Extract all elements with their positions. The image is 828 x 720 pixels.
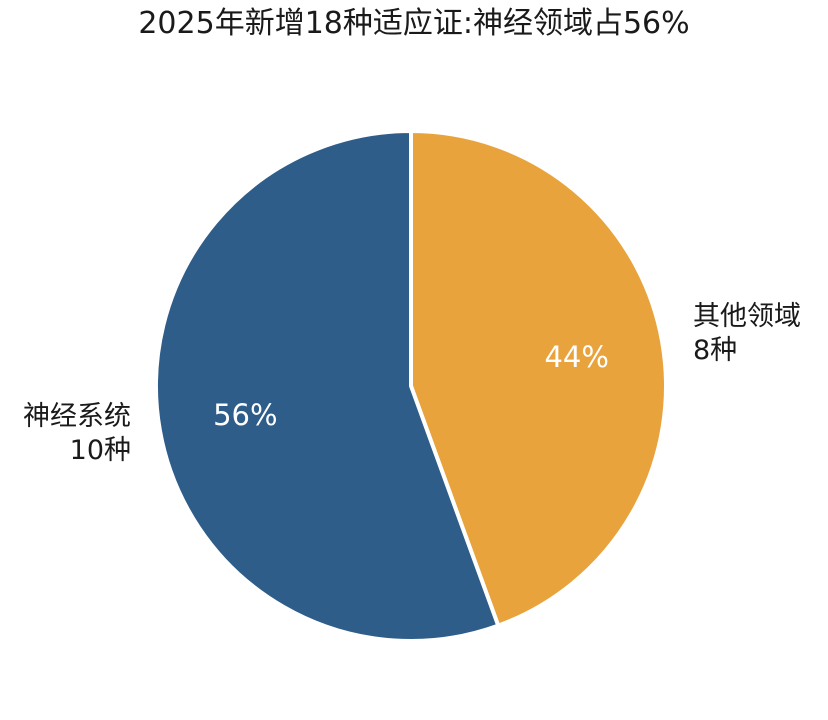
pie-slice-1-count-label: 8种 <box>693 335 737 366</box>
pie-slice-2-percent-label: 56% <box>213 398 277 432</box>
chart-title: 2025年新增18种适应证:神经领域占56% <box>138 6 690 41</box>
pie-slice-1-category-label: 其他领域 <box>693 301 801 332</box>
pie-slice-2-category-label: 神经系统 <box>23 401 131 432</box>
pie-slice-2 <box>154 128 501 643</box>
pie-slice-2-count-label: 10种 <box>70 435 131 466</box>
pie-slice-1-percent-label: 44% <box>544 340 608 374</box>
pie-slice-1 <box>409 128 668 629</box>
